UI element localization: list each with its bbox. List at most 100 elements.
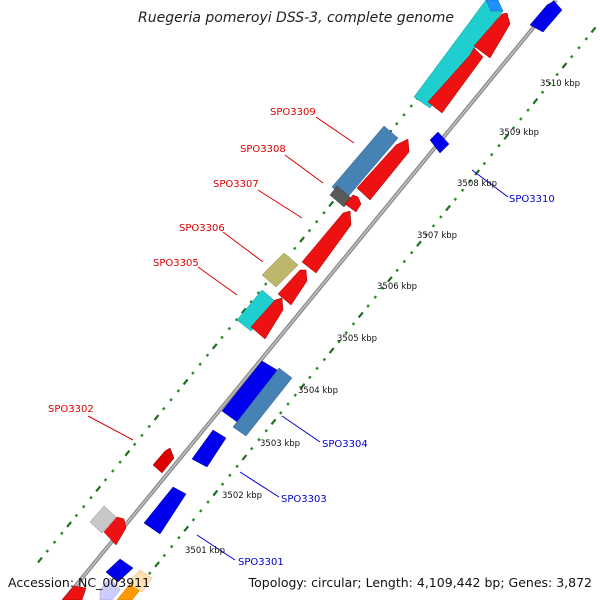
feature-arrow[interactable] — [191, 429, 227, 468]
minor-tick — [402, 259, 407, 264]
major-tick — [561, 62, 568, 69]
minor-tick — [380, 286, 385, 290]
minor-tick — [89, 495, 93, 500]
minor-tick — [235, 464, 239, 469]
feature-block[interactable] — [127, 569, 153, 593]
minor-tick — [584, 37, 589, 41]
tick-label: 3507 kbp — [417, 231, 457, 241]
minor-tick — [460, 188, 465, 193]
gene-label-left[interactable]: SPO3308 — [240, 144, 286, 155]
minor-tick — [191, 518, 196, 522]
major-tick — [532, 98, 539, 105]
feature-block[interactable] — [99, 577, 121, 600]
minor-tick — [453, 197, 458, 201]
tick-label: 3510 kbp — [540, 79, 580, 89]
minor-tick — [103, 478, 108, 482]
minor-tick — [220, 335, 224, 340]
feature-arrow[interactable] — [301, 210, 352, 274]
genome-backbone-highlight — [63, 0, 557, 600]
feature-arrow[interactable] — [529, 0, 563, 33]
minor-tick — [402, 113, 406, 117]
tick-label: 3506 kbp — [377, 282, 417, 292]
minor-tick — [198, 509, 203, 513]
minor-tick — [249, 300, 253, 304]
minor-tick — [409, 104, 414, 108]
minor-tick — [497, 143, 501, 148]
minor-tick — [177, 535, 181, 540]
feature-block[interactable] — [89, 505, 117, 534]
minor-tick — [162, 553, 167, 558]
gene-label-right[interactable]: SPO3301 — [238, 557, 284, 568]
feature-arrow[interactable] — [105, 558, 134, 583]
minor-tick — [256, 291, 261, 295]
minor-tick — [307, 228, 312, 233]
minor-tick — [169, 398, 173, 402]
genome-summary-text: Topology: circular; Length: 4,109,442 bp… — [248, 575, 592, 590]
feature-arrow[interactable] — [152, 447, 175, 474]
gene-label-left[interactable]: SPO3305 — [153, 258, 199, 269]
gene-label-right[interactable]: SPO3310 — [509, 194, 555, 205]
minor-tick — [263, 282, 268, 286]
inner-tick-ring — [126, 26, 597, 600]
feature-arrow[interactable] — [103, 516, 127, 546]
minor-tick — [140, 433, 144, 438]
minor-tick — [569, 54, 574, 59]
tick-label: 3509 kbp — [499, 128, 539, 138]
gene-label-left[interactable]: SPO3306 — [179, 223, 225, 234]
central-feature-ring — [61, 0, 563, 600]
feature-arrow[interactable] — [356, 138, 410, 201]
major-tick — [328, 200, 335, 208]
label-leaders — [87, 116, 509, 561]
feature-arrow[interactable] — [250, 297, 284, 340]
minor-tick — [308, 375, 312, 380]
minor-tick — [394, 122, 399, 126]
minor-tick — [366, 304, 370, 308]
minor-tick — [511, 126, 516, 130]
minor-tick — [424, 233, 428, 237]
minor-tick — [540, 90, 545, 95]
major-tick — [590, 26, 597, 34]
feature-arrow[interactable] — [427, 47, 484, 114]
feature-block[interactable] — [261, 252, 299, 288]
minor-tick — [519, 117, 523, 121]
minor-tick — [337, 339, 341, 344]
gene-label-right[interactable]: SPO3304 — [322, 439, 368, 450]
feature-arrow[interactable] — [429, 131, 450, 154]
feature-arrow[interactable] — [473, 12, 511, 59]
major-tick — [416, 240, 422, 247]
tick-label: 3504 kbp — [298, 386, 338, 396]
minor-tick — [293, 246, 297, 251]
minor-tick — [548, 81, 552, 86]
minor-tick — [293, 393, 298, 397]
minor-tick — [322, 211, 326, 215]
feature-arrow[interactable] — [143, 486, 187, 535]
minor-tick — [60, 531, 64, 536]
feature-block[interactable] — [232, 367, 293, 437]
gene-label-left[interactable]: SPO3307 — [213, 179, 259, 190]
minor-tick — [257, 437, 261, 442]
major-tick — [182, 378, 189, 386]
major-tick — [328, 347, 335, 354]
feature-arrow[interactable] — [344, 194, 362, 213]
outer-feature-ring — [89, 0, 504, 534]
feature-arrow[interactable] — [277, 269, 308, 306]
minor-tick — [439, 215, 443, 219]
minor-tick — [191, 371, 195, 375]
minor-tick — [286, 402, 290, 406]
feature-arrow[interactable] — [61, 585, 87, 600]
inner-feature-ring — [232, 367, 293, 437]
minor-tick — [227, 326, 232, 331]
gene-label-right[interactable]: SPO3303 — [281, 494, 327, 505]
minor-tick — [278, 411, 283, 415]
tick-label: 3508 kbp — [457, 179, 497, 189]
minor-tick — [526, 108, 530, 112]
minor-tick — [198, 362, 202, 366]
gene-label-left[interactable]: SPO3309 — [270, 107, 316, 118]
feature-block[interactable] — [485, 0, 504, 12]
major-tick — [183, 525, 190, 532]
minor-tick — [468, 179, 472, 184]
feature-arrow[interactable] — [221, 360, 278, 425]
minor-tick — [344, 331, 348, 335]
gene-label-left[interactable]: SPO3302 — [48, 404, 94, 415]
